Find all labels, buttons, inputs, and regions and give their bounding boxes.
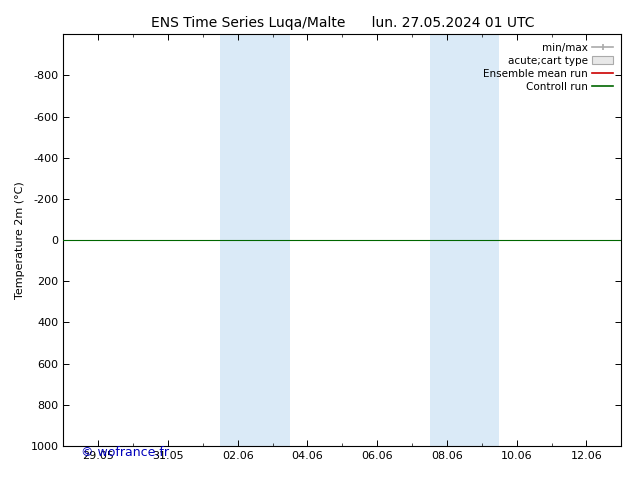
Y-axis label: Temperature 2m (°C): Temperature 2m (°C): [15, 181, 25, 299]
Bar: [429, 34, 500, 446]
Title: ENS Time Series Luqa/Malte      lun. 27.05.2024 01 UTC: ENS Time Series Luqa/Malte lun. 27.05.20…: [151, 16, 534, 30]
Legend: min/max, acute;cart type, Ensemble mean run, Controll run: min/max, acute;cart type, Ensemble mean …: [480, 40, 616, 95]
Text: © wofrance.fr: © wofrance.fr: [81, 446, 169, 459]
Bar: [221, 34, 290, 446]
